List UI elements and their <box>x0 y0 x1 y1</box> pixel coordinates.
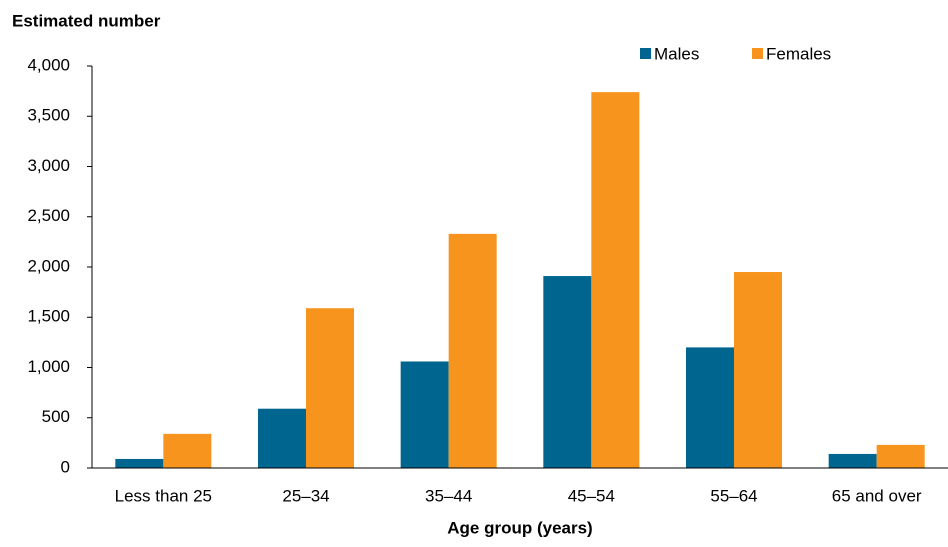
x-tick-label: Less than 25 <box>115 486 212 505</box>
bar <box>258 408 306 468</box>
bar <box>400 361 449 468</box>
bar <box>591 92 640 468</box>
x-axis-title: Age group (years) <box>447 518 592 537</box>
bar <box>306 308 354 468</box>
x-tick-label: 25–34 <box>282 486 329 505</box>
bar <box>115 458 164 468</box>
y-axis-title: Estimated number <box>12 11 161 30</box>
y-tick-label: 3,500 <box>27 106 70 125</box>
bar <box>448 233 497 468</box>
bar <box>686 347 734 468</box>
bar <box>163 433 212 468</box>
y-tick-label: 3,000 <box>27 156 70 175</box>
x-tick-label: 35–44 <box>425 486 472 505</box>
bar <box>828 453 877 468</box>
y-tick-label: 4,000 <box>27 55 70 74</box>
bar <box>543 276 592 468</box>
x-tick-label: 45–54 <box>568 486 615 505</box>
x-tick-label: 55–64 <box>710 486 757 505</box>
y-tick-label: 1,000 <box>27 357 70 376</box>
y-tick-label: 1,500 <box>27 307 70 326</box>
bar <box>876 444 925 468</box>
y-tick-label: 2,000 <box>27 256 70 275</box>
legend-swatch <box>752 48 763 59</box>
bar <box>734 272 782 468</box>
legend-swatch <box>640 48 651 59</box>
x-tick-label: 65 and over <box>832 486 922 505</box>
y-tick-label: 500 <box>42 407 70 426</box>
y-tick-label: 0 <box>61 457 70 476</box>
y-tick-label: 2,500 <box>27 206 70 225</box>
legend-label: Females <box>766 44 831 63</box>
legend-label: Males <box>654 44 699 63</box>
